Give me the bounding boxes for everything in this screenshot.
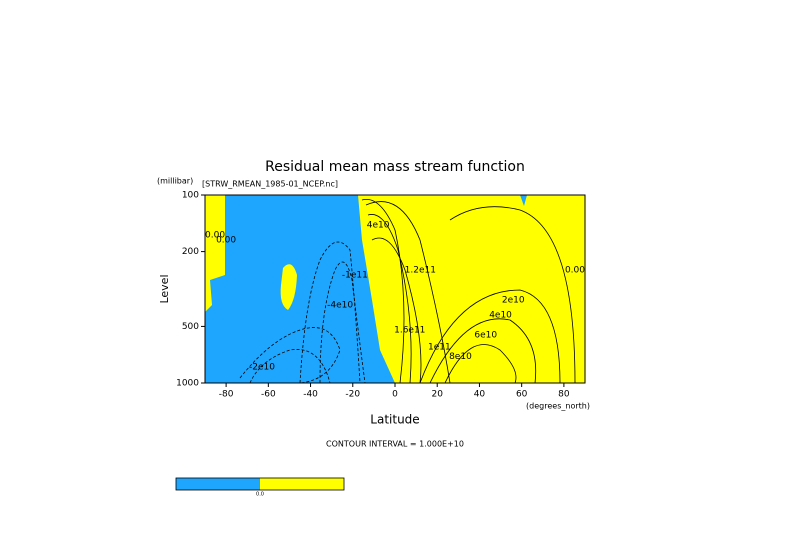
x-tick-label: 80 xyxy=(558,390,570,400)
contour-line xyxy=(419,289,561,384)
y-tick-label: 1000 xyxy=(176,379,199,389)
contour-line xyxy=(367,214,412,384)
contour-label: 6e10 xyxy=(474,330,497,340)
x-tick-label: -60 xyxy=(261,390,276,400)
negative-region xyxy=(520,195,527,206)
y-unit: (millibar) xyxy=(157,177,193,186)
negative-region xyxy=(205,195,395,383)
contour-line xyxy=(371,237,422,384)
contour-label: 1.2e11 xyxy=(405,265,436,275)
contour-line xyxy=(429,318,537,384)
contour-label: 4e10 xyxy=(367,220,390,230)
colorbar-positive xyxy=(260,478,344,490)
x-tick-label: 40 xyxy=(474,390,486,400)
contour-line xyxy=(449,206,576,384)
y-axis-label: Level xyxy=(158,274,171,303)
x-tick-label: -20 xyxy=(345,390,360,400)
contour-label: -2e10 xyxy=(249,362,275,372)
footer: CONTOUR INTERVAL = 1.000E+10 xyxy=(326,440,464,449)
contour-line xyxy=(361,198,405,384)
colorbar-negative xyxy=(176,478,260,490)
contour-label: -4e10 xyxy=(327,300,353,310)
contour-label: 0.00 xyxy=(216,236,236,246)
positive-region xyxy=(280,264,297,310)
contour-label: 0.00 xyxy=(565,265,585,275)
plot-area: 0.000.000.00-2e10-4e10-1e114e101.2e111.6… xyxy=(204,194,586,384)
x-tick-label: 60 xyxy=(516,390,528,400)
colorbar-label: 0.0 xyxy=(256,492,264,498)
y-tick-label: 200 xyxy=(182,247,199,257)
colorbar-frame xyxy=(175,477,345,491)
contour-label: 1e11 xyxy=(428,342,451,352)
contour-line xyxy=(365,201,451,384)
contour-line xyxy=(299,241,361,384)
contour-line xyxy=(444,344,517,384)
contour-line xyxy=(249,349,331,384)
y-tick-label: 500 xyxy=(182,322,199,332)
chart-title: Residual mean mass stream function xyxy=(265,159,525,175)
contour-line xyxy=(239,327,341,384)
x-tick-label: 20 xyxy=(431,390,443,400)
subtitle: [STRW_RMEAN_1985-01_NCEP.nc] xyxy=(202,180,338,189)
contour-label: -1e11 xyxy=(342,270,368,280)
y-tick-label: 100 xyxy=(182,191,199,201)
x-tick-label: -80 xyxy=(219,390,234,400)
contour-label: 8e10 xyxy=(449,352,472,362)
contour-label: 1.6e11 xyxy=(394,325,425,335)
x-tick-label: -40 xyxy=(303,390,318,400)
x-unit: (degrees_north) xyxy=(526,402,590,411)
x-tick-label: 0 xyxy=(392,390,398,400)
x-axis-label: Latitude xyxy=(370,413,419,427)
contour-label: 4e10 xyxy=(489,311,512,321)
contour-label: 0.00 xyxy=(205,230,225,240)
contour-label: 2e10 xyxy=(502,296,525,306)
contour-line xyxy=(319,261,366,384)
